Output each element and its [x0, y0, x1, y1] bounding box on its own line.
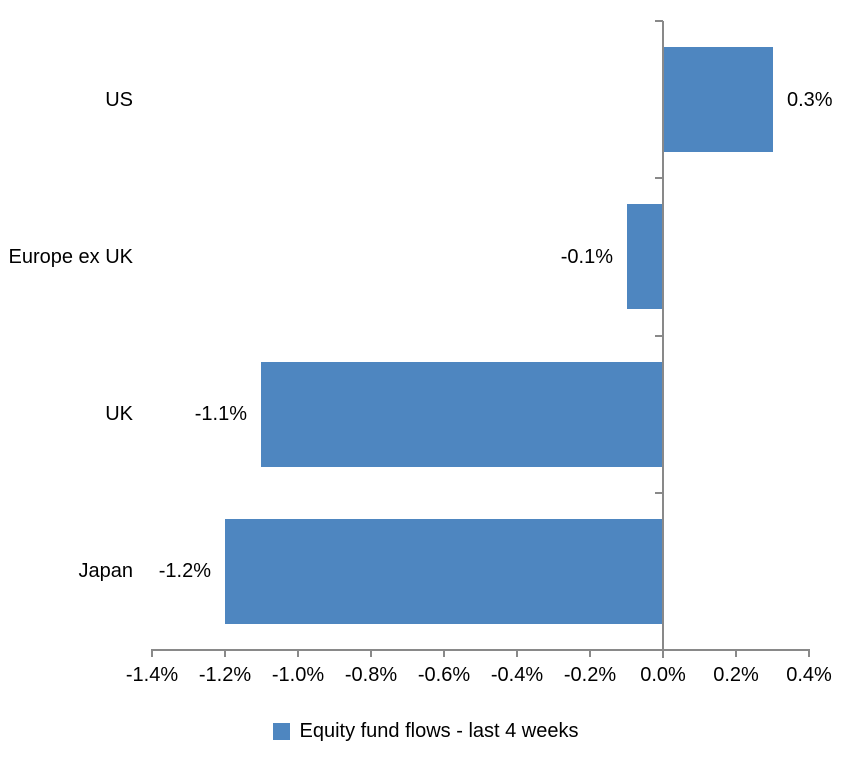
- legend-label: Equity fund flows - last 4 weeks: [299, 720, 579, 742]
- x-tick-label: -1.4%: [125, 664, 179, 686]
- x-axis-tick: [662, 650, 664, 657]
- category-axis-line: [662, 21, 664, 658]
- x-axis-tick: [151, 650, 153, 657]
- x-tick-label: -1.2%: [198, 664, 252, 686]
- data-label: 0.3%: [787, 89, 833, 111]
- category-axis-tick: [655, 335, 663, 337]
- x-tick-label: 0.0%: [640, 664, 686, 686]
- x-axis-line: [151, 649, 810, 651]
- bar: [261, 362, 663, 467]
- bar: [627, 204, 664, 309]
- x-tick-label: -0.2%: [563, 664, 617, 686]
- category-label: UK: [105, 403, 133, 425]
- data-label: -1.2%: [158, 560, 211, 582]
- x-tick-label: 0.2%: [713, 664, 759, 686]
- bar: [663, 47, 773, 152]
- x-axis-tick: [516, 650, 518, 657]
- x-tick-label: -0.8%: [344, 664, 398, 686]
- x-tick-label: 0.4%: [786, 664, 832, 686]
- x-axis-tick: [808, 650, 810, 657]
- category-label: Japan: [78, 560, 134, 582]
- bar: [225, 519, 663, 624]
- category-axis-tick: [655, 492, 663, 494]
- x-tick-label: -1.0%: [271, 664, 325, 686]
- x-axis-tick: [443, 650, 445, 657]
- category-axis-tick: [655, 20, 663, 22]
- data-label: -1.1%: [194, 403, 247, 425]
- legend: Equity fund flows - last 4 weeks: [0, 716, 852, 746]
- x-axis-tick: [370, 650, 372, 657]
- x-tick-label: -0.4%: [490, 664, 544, 686]
- legend-swatch-icon: [273, 723, 291, 740]
- data-label: -0.1%: [560, 246, 613, 268]
- category-label: Europe ex UK: [8, 246, 133, 268]
- x-axis-tick: [224, 650, 226, 657]
- x-axis-tick: [297, 650, 299, 657]
- x-tick-label: -0.6%: [417, 664, 471, 686]
- x-axis-tick: [735, 650, 737, 657]
- category-label: US: [105, 89, 133, 111]
- x-axis-tick: [589, 650, 591, 657]
- category-axis-tick: [655, 177, 663, 179]
